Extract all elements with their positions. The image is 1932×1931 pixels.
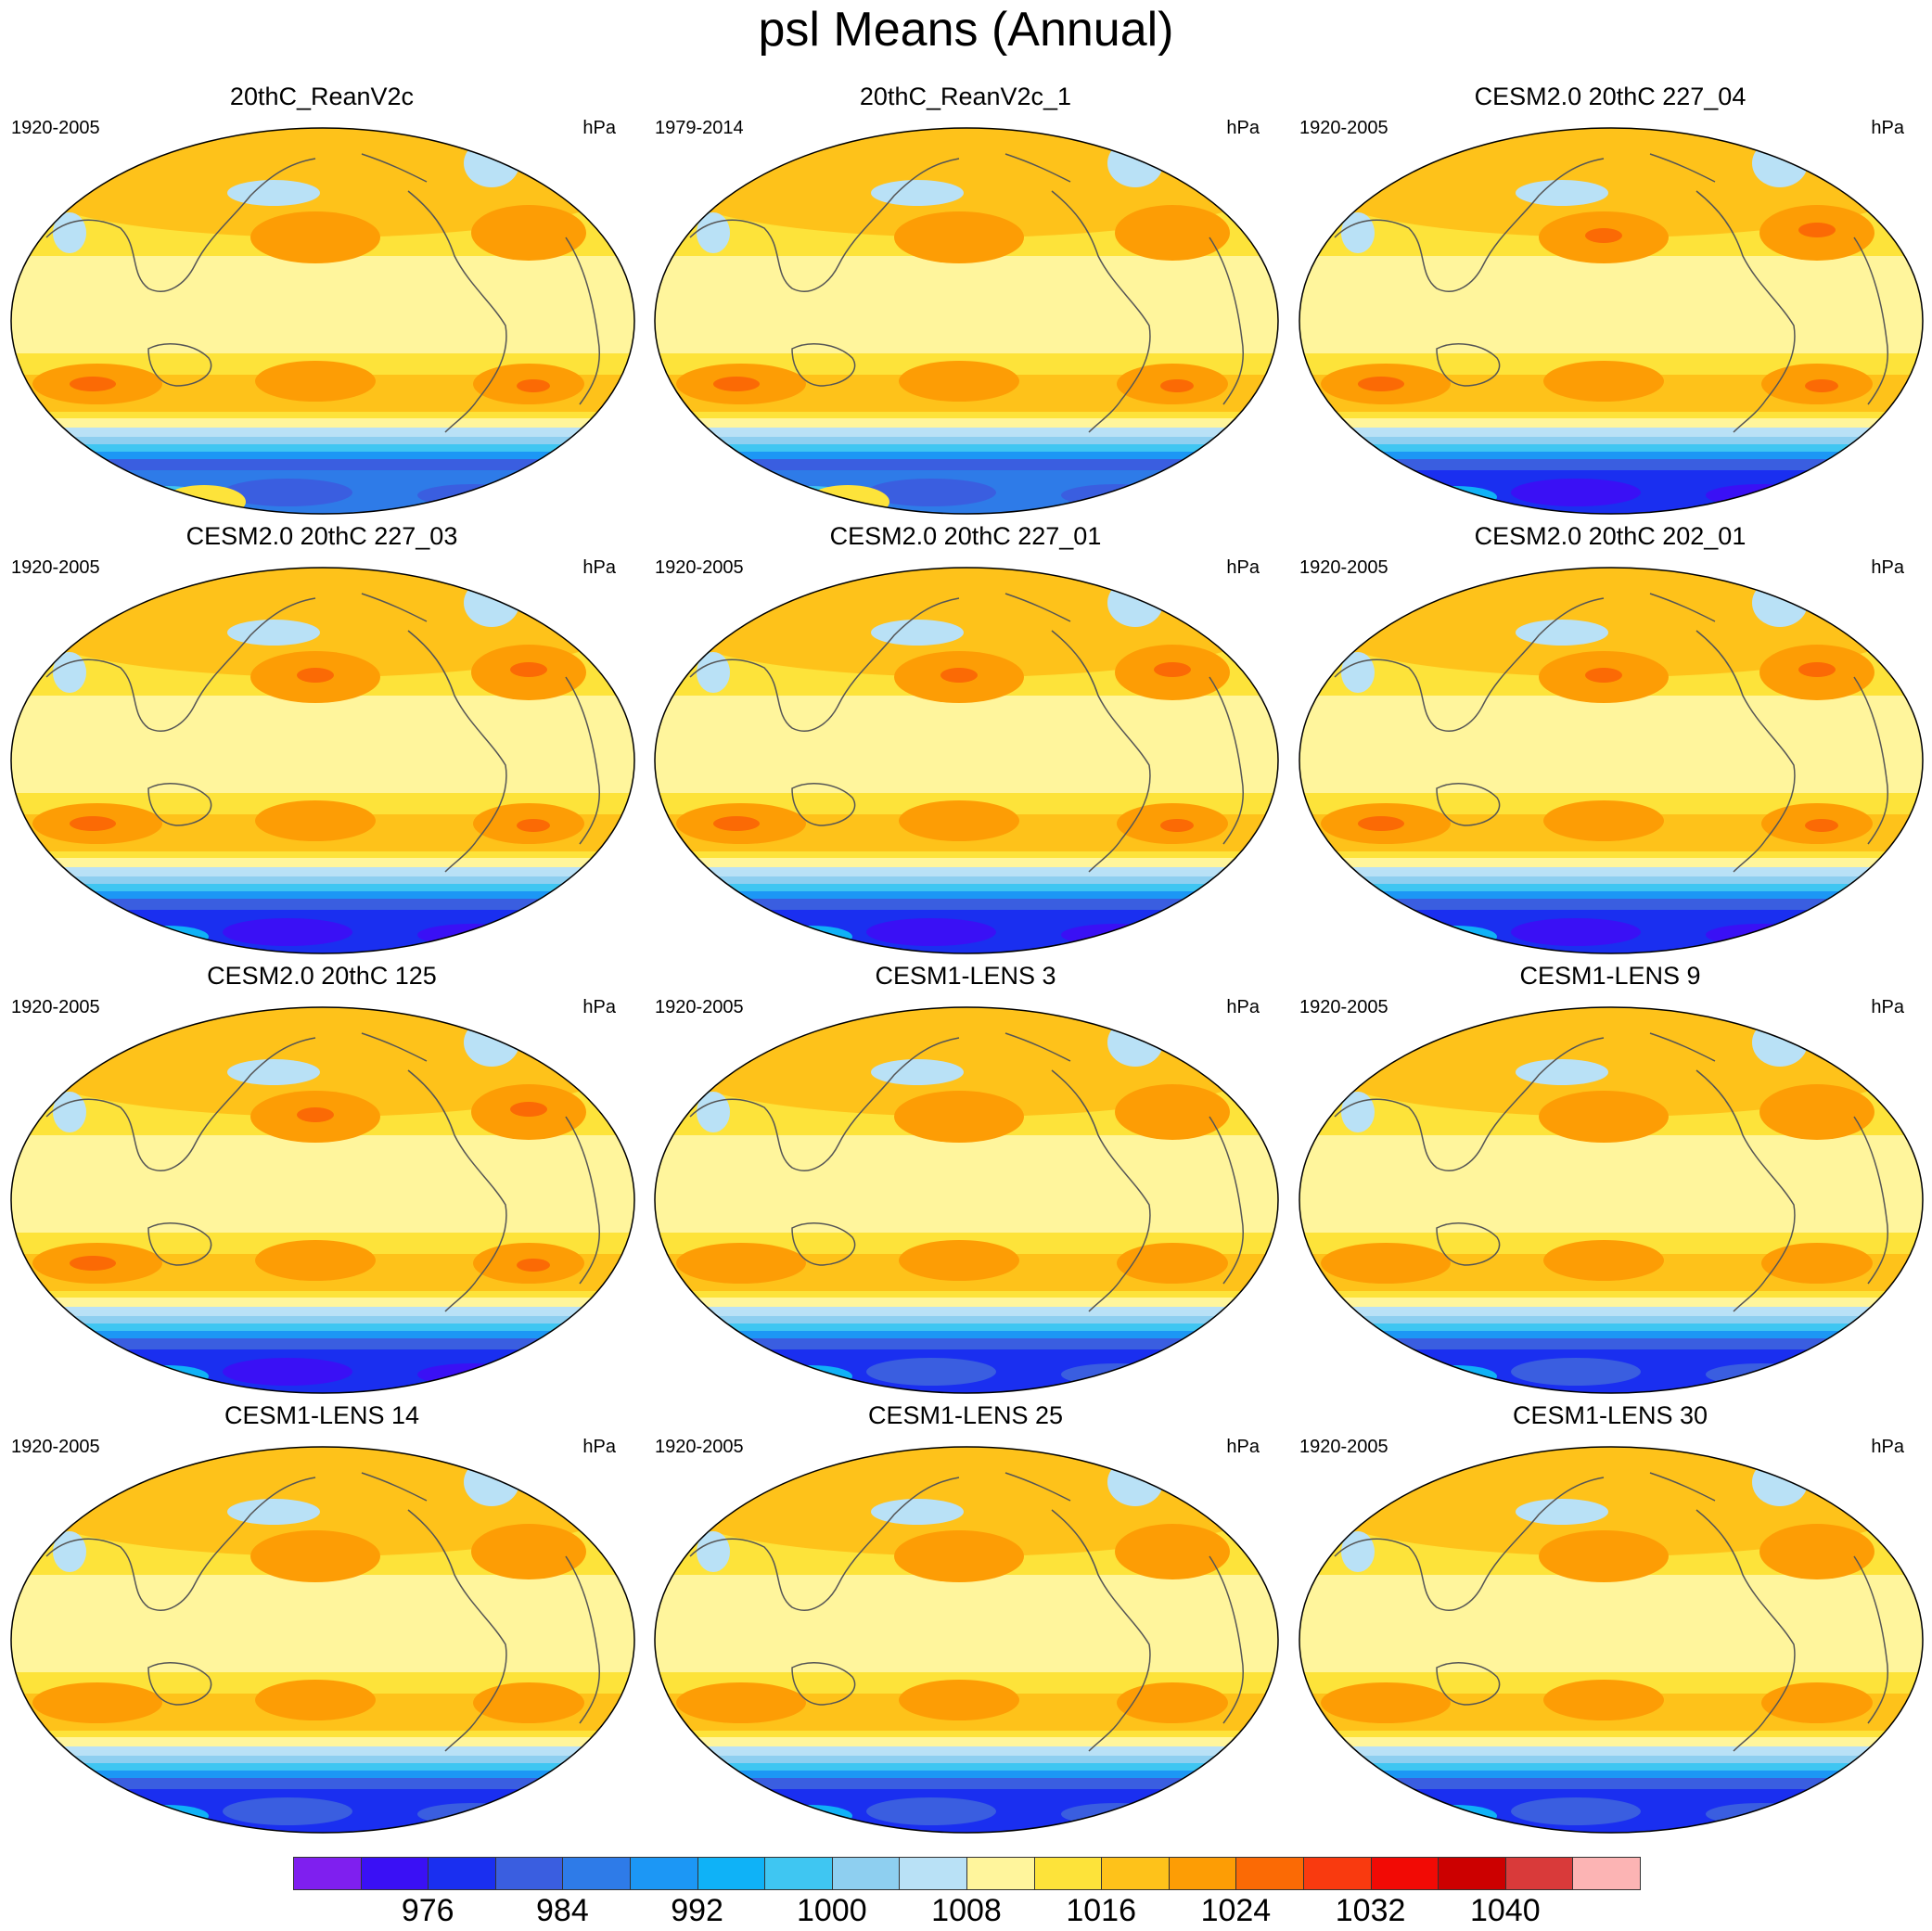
- panel-title: CESM1-LENS 30: [1512, 1401, 1708, 1429]
- panel-units: hPa: [582, 1437, 616, 1457]
- colorbar-label: 1032: [1335, 1893, 1406, 1928]
- colorbar-swatch: [1235, 1857, 1304, 1890]
- map-plot: [654, 1446, 1279, 1834]
- map-plot: [10, 1006, 635, 1394]
- panel-title: CESM1-LENS 14: [224, 1401, 420, 1429]
- map-panel: CESM2.0 20thC 227_01 1920-2005 hPa: [644, 521, 1287, 962]
- colorbar-label: 1000: [796, 1893, 867, 1928]
- map-plot: [1299, 127, 1924, 515]
- colorbar-swatch: [1101, 1857, 1170, 1890]
- panel-period: 1920-2005: [1299, 118, 1388, 138]
- panel-title: 20thC_ReanV2c: [229, 83, 415, 110]
- colorbar-label: 1040: [1469, 1893, 1541, 1928]
- panel-units: hPa: [1226, 997, 1260, 1017]
- page-title: psl Means (Annual): [758, 3, 1174, 57]
- panel-period: 1979-2014: [655, 118, 744, 138]
- panel-period: 1920-2005: [11, 1437, 100, 1457]
- panel-units: hPa: [582, 118, 616, 138]
- map-plot: [10, 127, 635, 515]
- colorbar-swatch: [899, 1857, 967, 1890]
- colorbar-swatch: [764, 1857, 833, 1890]
- map-plot: [654, 567, 1279, 954]
- map-plot: [654, 127, 1279, 515]
- panel-units: hPa: [582, 997, 616, 1017]
- panel-units: hPa: [1226, 1437, 1260, 1457]
- panel-title: CESM1-LENS 25: [867, 1401, 1064, 1429]
- colorbar-swatch: [1370, 1857, 1439, 1890]
- map-panel: CESM1-LENS 14 1920-2005 hPa: [0, 1400, 644, 1841]
- colorbar-swatch: [630, 1857, 698, 1890]
- map-plot: [1299, 1446, 1924, 1834]
- panel-period: 1920-2005: [11, 557, 100, 578]
- colorbar-swatch: [360, 1857, 429, 1890]
- map-panel: CESM2.0 20thC 227_03 1920-2005 hPa: [0, 521, 644, 962]
- panel-period: 1920-2005: [11, 997, 100, 1017]
- panel-title: CESM2.0 20thC 227_03: [186, 522, 458, 550]
- colorbar-swatch: [494, 1857, 564, 1890]
- map-plot: [1299, 1006, 1924, 1394]
- panel-period: 1920-2005: [655, 1437, 744, 1457]
- map-panel: CESM2.0 20thC 227_04 1920-2005 hPa: [1288, 82, 1932, 522]
- colorbar: 976 984 992 1000 1008 1016 1024 1032 1040: [293, 1857, 1641, 1928]
- colorbar-label: 1008: [931, 1893, 1002, 1928]
- map-panel: CESM1-LENS 25 1920-2005 hPa: [644, 1400, 1287, 1841]
- panel-title: CESM2.0 20thC 227_04: [1474, 83, 1746, 110]
- map-plot: [10, 567, 635, 954]
- panel-title: CESM1-LENS 3: [875, 962, 1056, 990]
- map-panel: CESM2.0 20thC 125 1920-2005 hPa: [0, 961, 644, 1401]
- map-plot: [654, 1006, 1279, 1394]
- panel-units: hPa: [1871, 997, 1904, 1017]
- colorbar-swatch: [1572, 1857, 1641, 1890]
- colorbar-label: 992: [671, 1893, 723, 1928]
- colorbar-swatch: [697, 1857, 766, 1890]
- colorbar-swatch: [1438, 1857, 1506, 1890]
- map-panel: 20thC_ReanV2c 1920-2005 hPa: [0, 82, 644, 522]
- colorbar-swatch: [1504, 1857, 1574, 1890]
- panel-units: hPa: [582, 557, 616, 578]
- panel-period: 1920-2005: [1299, 1437, 1388, 1457]
- panel-period: 1920-2005: [1299, 997, 1388, 1017]
- colorbar-label: 1024: [1200, 1893, 1272, 1928]
- map-panel: CESM1-LENS 3 1920-2005 hPa: [644, 961, 1287, 1401]
- map-panel: CESM2.0 20thC 202_01 1920-2005 hPa: [1288, 521, 1932, 962]
- panel-units: hPa: [1226, 557, 1260, 578]
- colorbar-swatch: [1168, 1857, 1237, 1890]
- map-panel: CESM1-LENS 9 1920-2005 hPa: [1288, 961, 1932, 1401]
- colorbar-swatch: [966, 1857, 1035, 1890]
- map-plot: [10, 1446, 635, 1834]
- panel-title: 20thC_ReanV2c_1: [859, 83, 1072, 110]
- panel-title: CESM2.0 20thC 202_01: [1474, 522, 1746, 550]
- colorbar-swatch: [831, 1857, 901, 1890]
- panel-units: hPa: [1226, 118, 1260, 138]
- panel-title: CESM1-LENS 9: [1519, 962, 1701, 990]
- panel-units: hPa: [1871, 1437, 1904, 1457]
- map-plot: [1299, 567, 1924, 954]
- colorbar-swatch: [428, 1857, 496, 1890]
- colorbar-label: 984: [536, 1893, 589, 1928]
- colorbar-label: 1016: [1066, 1893, 1136, 1928]
- panel-units: hPa: [1871, 118, 1904, 138]
- colorbar-swatch: [1033, 1857, 1103, 1890]
- panel-period: 1920-2005: [655, 557, 744, 578]
- panel-units: hPa: [1871, 557, 1904, 578]
- panel-period: 1920-2005: [11, 118, 100, 138]
- panel-period: 1920-2005: [1299, 557, 1388, 578]
- colorbar-swatch: [562, 1857, 631, 1890]
- colorbar-label: 976: [401, 1893, 454, 1928]
- colorbar-swatch: [1303, 1857, 1372, 1890]
- panel-period: 1920-2005: [655, 997, 744, 1017]
- map-panel: 20thC_ReanV2c_1 1979-2014 hPa: [644, 82, 1287, 522]
- panel-title: CESM2.0 20thC 125: [207, 962, 437, 990]
- panel-title: CESM2.0 20thC 227_01: [829, 522, 1102, 550]
- map-panel: CESM1-LENS 30 1920-2005 hPa: [1288, 1400, 1932, 1841]
- colorbar-swatch: [293, 1857, 362, 1890]
